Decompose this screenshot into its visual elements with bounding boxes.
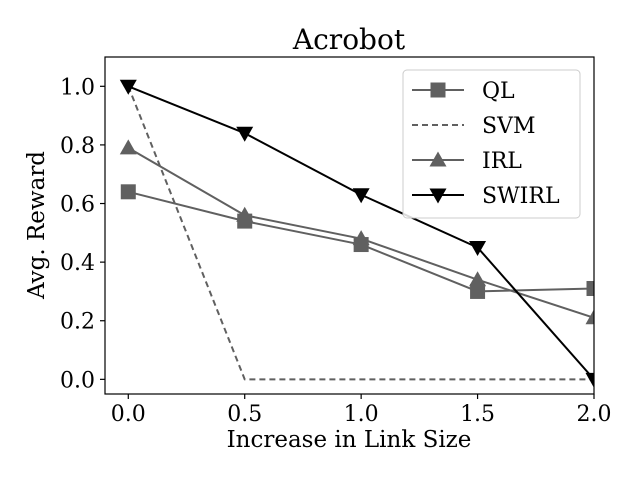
data-point-swirl	[469, 240, 487, 256]
legend-label: IRL	[482, 149, 522, 174]
legend-item-ql: QL	[412, 79, 515, 104]
x-tick-label: 0.5	[227, 402, 262, 427]
legend-swatch-marker	[430, 82, 446, 98]
data-point-irl	[585, 309, 594, 325]
data-point-ql	[470, 283, 486, 299]
data-point-ql	[120, 184, 136, 200]
data-point-irl	[119, 139, 137, 155]
data-point-irl	[469, 271, 487, 287]
data-point-swirl	[236, 126, 254, 142]
data-point-irl	[236, 206, 254, 222]
x-tick-label: 2.0	[577, 402, 612, 427]
y-tick-label: 0.6	[60, 193, 95, 218]
y-tick-label: 0.8	[60, 134, 95, 159]
plot-frame	[104, 56, 595, 395]
data-point-ql	[586, 281, 594, 297]
x-tick-label: 1.5	[460, 402, 495, 427]
legend-label: QL	[482, 79, 515, 104]
legend-swatch-marker	[429, 188, 447, 204]
data-point-swirl	[585, 372, 594, 388]
y-axis-ticks: 0.0 0.2 0.4 0.6 0.8 1.0	[60, 75, 105, 393]
series-line-svm	[127, 85, 594, 381]
y-tick-label: 0.0	[60, 368, 95, 393]
series-group	[119, 79, 594, 388]
legend: QL SVM IRL SWIRL	[402, 69, 581, 219]
data-point-swirl	[119, 79, 137, 95]
x-tick-label: 0.0	[111, 402, 146, 427]
plot-area	[104, 56, 595, 395]
legend-item-svm: SVM	[412, 114, 536, 139]
legend-label: SWIRL	[482, 184, 560, 209]
y-axis-label: Avg. Reward	[24, 151, 50, 300]
y-tick-label: 0.4	[60, 251, 95, 276]
x-tick-label: 1.0	[344, 402, 379, 427]
x-axis-ticks: 0.0 0.5 1.0 1.5 2.0	[111, 394, 612, 427]
legend-item-irl: IRL	[412, 149, 522, 174]
data-point-swirl	[352, 188, 370, 204]
y-tick-label: 1.0	[60, 75, 95, 100]
chart-title: Acrobot	[292, 23, 406, 56]
legend-label: SVM	[482, 114, 536, 139]
y-tick-label: 0.2	[60, 310, 95, 335]
legend-box	[402, 69, 581, 219]
data-point-irl	[352, 230, 370, 246]
legend-item-swirl: SWIRL	[412, 184, 560, 209]
x-axis-label: Increase in Link Size	[227, 427, 472, 453]
legend-swatch-marker	[429, 151, 447, 167]
